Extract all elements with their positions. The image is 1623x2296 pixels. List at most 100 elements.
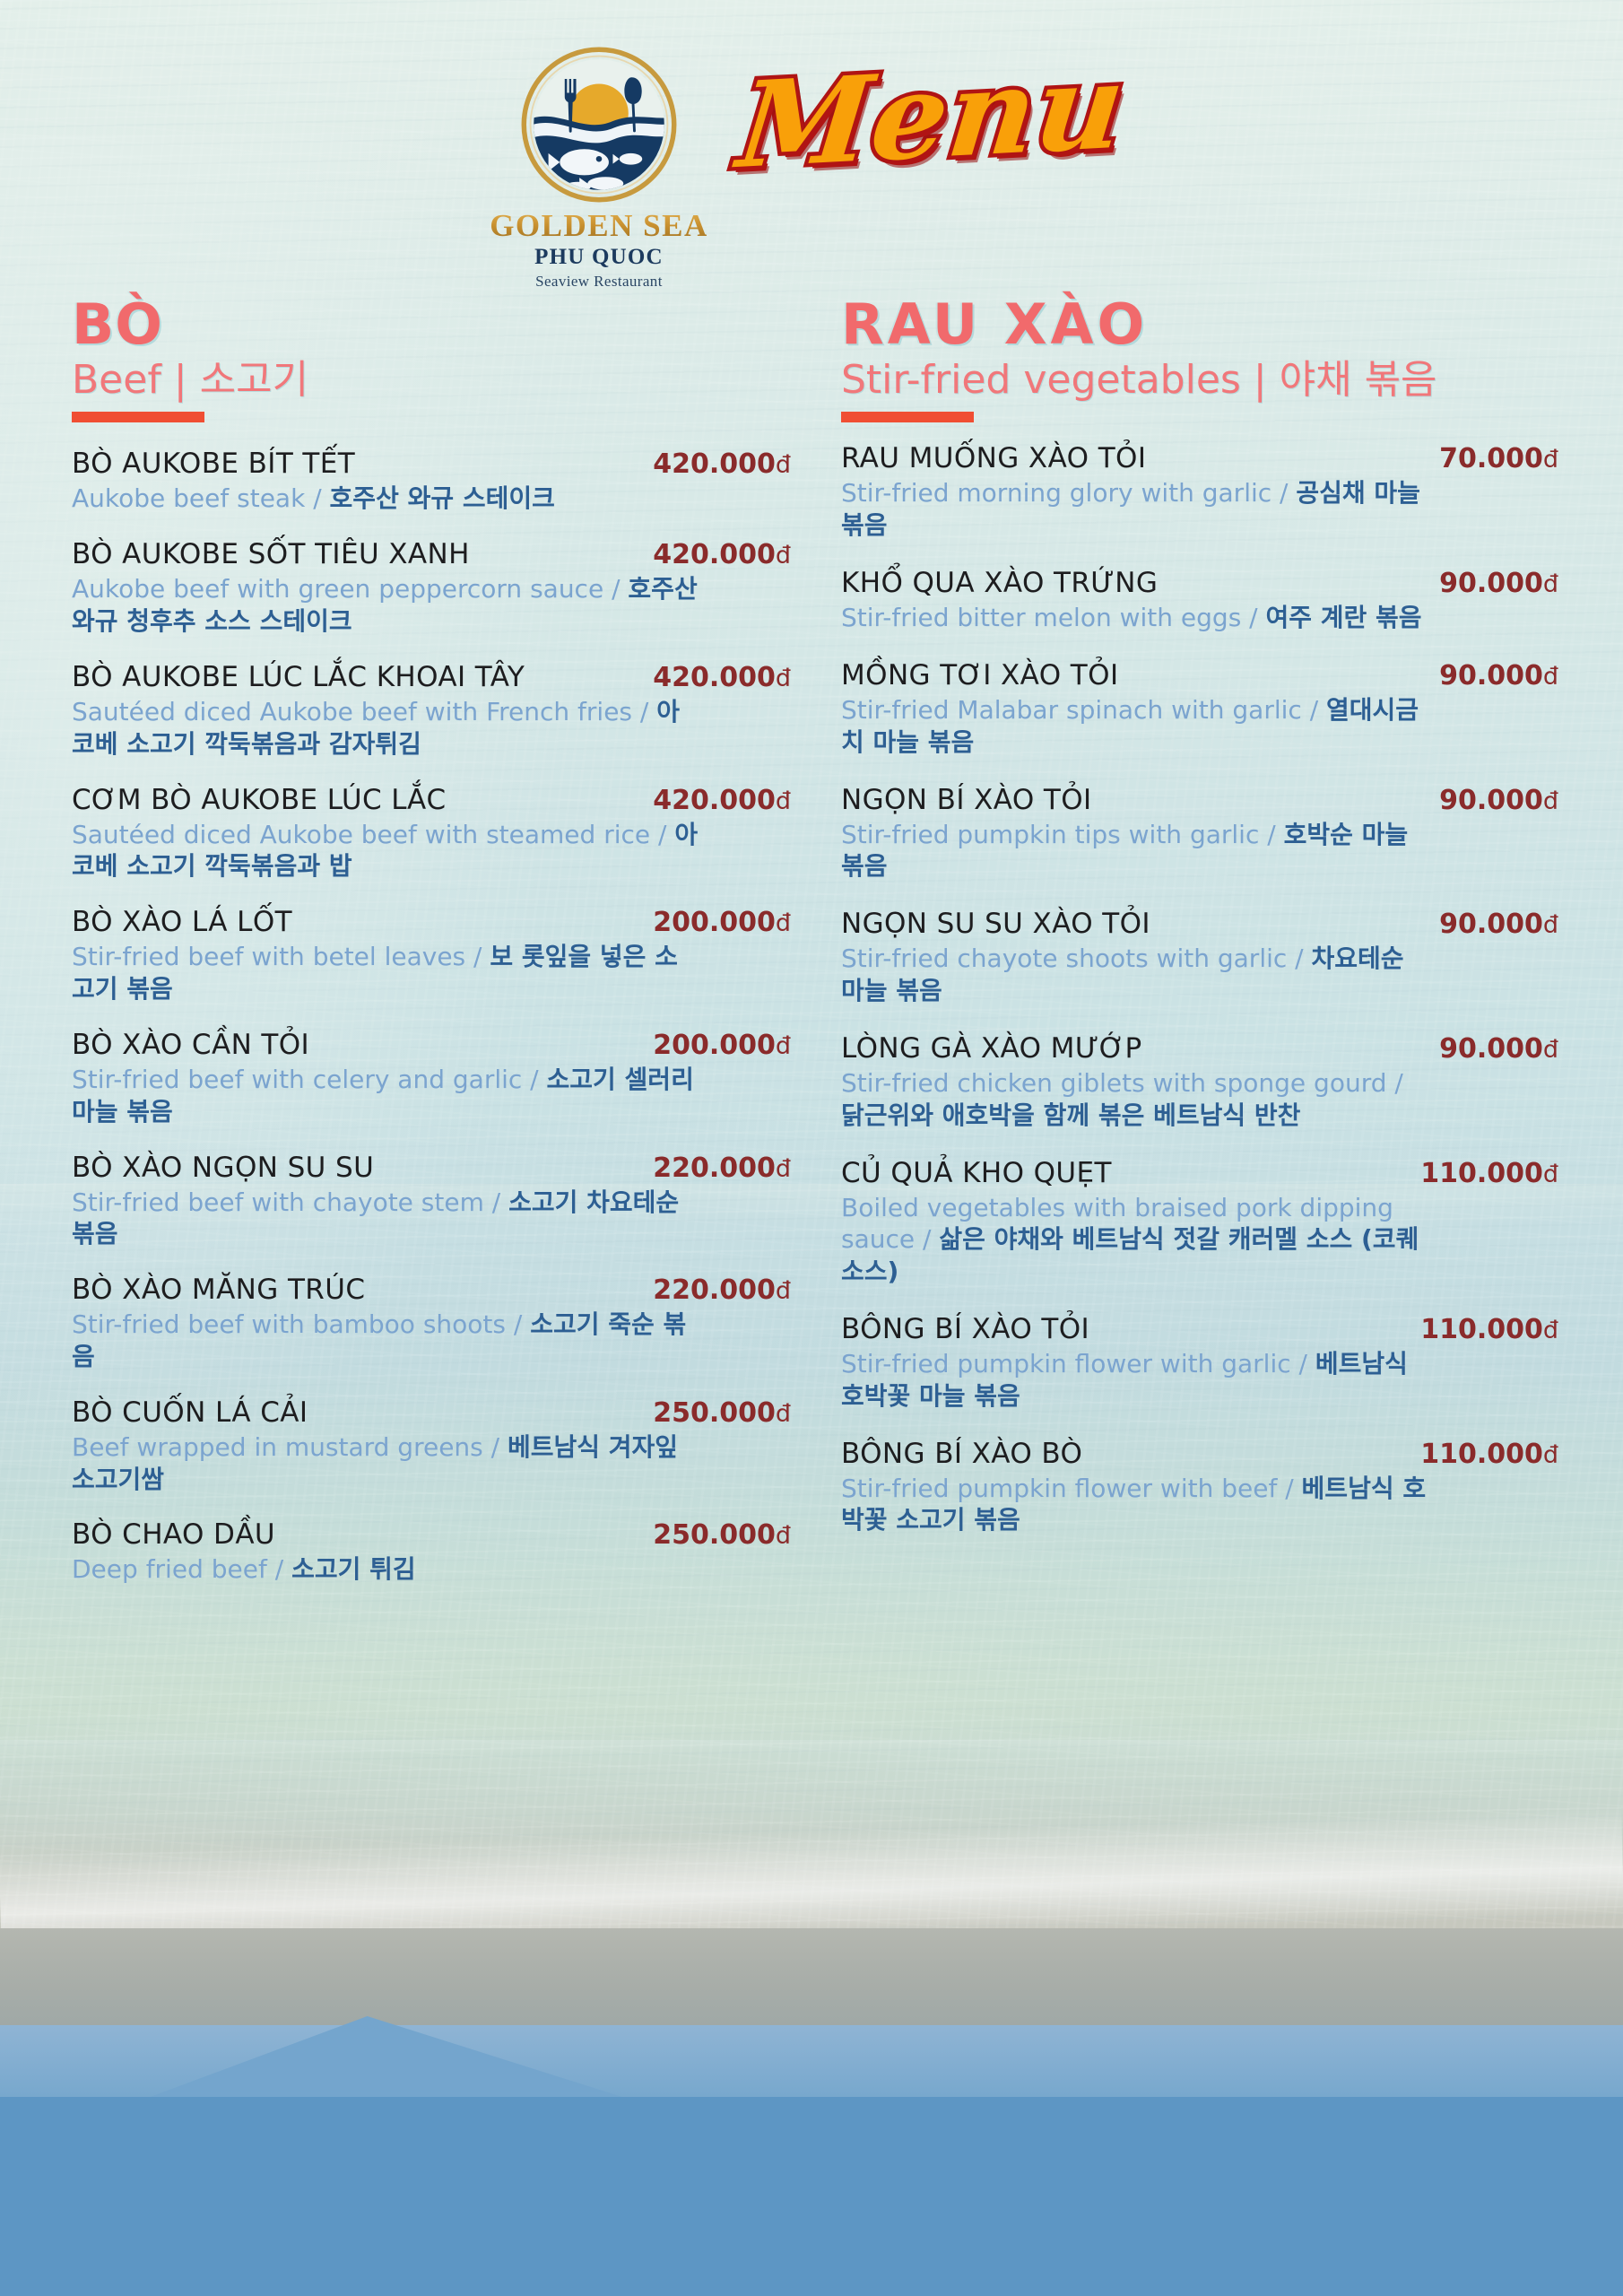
description-korean: 여주 계란 볶음: [1265, 603, 1422, 633]
description-english: Stir-fried Malabar spinach with garlic /: [841, 694, 1327, 725]
menu-item: BÒ AUKOBE LÚC LẮC KHOAI TÂY 420.000đ Sauté…: [72, 661, 791, 761]
menu-item: NGỌN BÍ XÀO TỎI 90.000đ Stir-fried pumpkin…: [841, 784, 1558, 883]
menu-item-name: CỦ QUẢ KHO QUẸT: [841, 1156, 1112, 1189]
menu-item-price: 420.000đ: [653, 662, 791, 693]
description-korean: 소고기 셀러리 마늘 볶음: [72, 1064, 694, 1126]
menu-item: BÒ XÀO LÁ LỐT 200.000đ Stir-fried beef wit…: [72, 906, 791, 1005]
menu-item-description: Stir-fried chicken giblets with sponge g…: [841, 1067, 1433, 1132]
price-value: 420.000: [653, 539, 776, 571]
menu-item-header: LÒNG GÀ XÀO MƯỚP 90.000đ: [841, 1032, 1558, 1065]
menu-column-bo: BÒ Beef | 소고기 BÒ AUKOBE BÍT TẾT 420.000đ A…: [72, 296, 791, 1609]
menu-item-description: Stir-fried beef with bamboo shoots / 소고기…: [72, 1309, 699, 1373]
description-korean: 호주산 와규 청후추 소스 스테이크: [72, 574, 698, 637]
menu-item: BÔNG BÍ XÀO TỎI 110.000đ Stir-fried pumpki…: [841, 1313, 1558, 1413]
menu-item-name: BÒ AUKOBE SỐT TIÊU XANH: [72, 538, 470, 571]
menu-item-name: BÒ XÀO CẦN TỎI: [72, 1028, 310, 1061]
currency-symbol: đ: [775, 451, 791, 480]
category-header-rau-xao: RAU XÀO Stir-fried vegetables | 야채 볶음: [841, 291, 1558, 423]
category-underline-bo: [72, 412, 204, 423]
menu-item-header: BÔNG BÍ XÀO BÒ 110.000đ: [841, 1438, 1558, 1470]
menu-item-price: 420.000đ: [653, 539, 791, 570]
description-english: Stir-fried beef with chayote stem /: [72, 1187, 509, 1217]
menu-item-description: Stir-fried bitter melon with eggs / 여주 계…: [841, 602, 1433, 634]
menu-item: CƠM BÒ AUKOBE LÚC LẮC 420.000đ Sautéed dic…: [72, 784, 791, 883]
menu-item-list-bo: BÒ AUKOBE BÍT TẾT 420.000đ Aukobe beef ste…: [72, 448, 791, 1586]
menu-column-rau-xao: RAU XÀO Stir-fried vegetables | 야채 볶음 RA…: [841, 296, 1558, 1609]
menu-item: MỒNG TƠI XÀO TỎI 90.000đ Stir-fried Malaba…: [841, 659, 1558, 759]
description-english: Deep fried beef /: [72, 1554, 292, 1585]
menu-item-price: 90.000đ: [1439, 1033, 1558, 1065]
menu-item-name: KHỔ QUA XÀO TRỨNG: [841, 567, 1159, 600]
currency-symbol: đ: [1542, 1035, 1558, 1064]
menu-item-price: 110.000đ: [1420, 1439, 1558, 1470]
description-korean: 호박순 마늘 볶음: [841, 819, 1409, 882]
menu-item-header: NGỌN BÍ XÀO TỎI 90.000đ: [841, 784, 1558, 816]
description-korean: 베트남식 호박꽃 소고기 볶음: [841, 1473, 1427, 1535]
menu-item-price: 70.000đ: [1439, 443, 1558, 474]
price-value: 110.000: [1420, 1313, 1543, 1345]
description-english: Stir-fried pumpkin tips with garlic /: [841, 819, 1284, 849]
menu-item-description: Stir-fried pumpkin flower with garlic / …: [841, 1348, 1433, 1413]
menu-item-description: Sautéed diced Aukobe beef with French fr…: [72, 696, 699, 761]
menu-item-price: 220.000đ: [653, 1274, 791, 1306]
currency-symbol: đ: [775, 1154, 791, 1183]
description-english: Stir-fried pumpkin flower with garlic /: [841, 1348, 1315, 1378]
menu-item-header: BÔNG BÍ XÀO TỎI 110.000đ: [841, 1313, 1558, 1345]
menu-item-price: 200.000đ: [653, 907, 791, 938]
menu-item-price: 420.000đ: [653, 448, 791, 480]
description-english: Stir-fried bitter melon with eggs /: [841, 603, 1266, 633]
price-value: 250.000: [653, 1519, 776, 1552]
description-english: Stir-fried beef with bamboo shoots /: [72, 1309, 531, 1340]
currency-symbol: đ: [775, 1522, 791, 1551]
menu-item-name: BÒ CHAO DẦU: [72, 1518, 276, 1552]
category-subtitle-rau-xao: Stir-fried vegetables | 야채 볶음: [841, 357, 1437, 404]
currency-symbol: đ: [1542, 1316, 1558, 1344]
menu-item: BÒ AUKOBE BÍT TẾT 420.000đ Aukobe beef ste…: [72, 448, 791, 515]
category-subtitle-bo: Beef | 소고기: [72, 357, 309, 404]
currency-symbol: đ: [1542, 1160, 1558, 1188]
price-value: 420.000: [653, 784, 776, 816]
menu-item-name: BÔNG BÍ XÀO TỎI: [841, 1312, 1090, 1345]
description-korean: 베트남식 호박꽃 마늘 볶음: [841, 1348, 1408, 1411]
description-korean: 공심채 마늘 볶음: [841, 478, 1420, 541]
menu-item-price: 90.000đ: [1439, 909, 1558, 940]
description-korean: 아코베 소고기 깍둑볶음과 밥: [72, 819, 699, 882]
restaurant-logo: GOLDEN SEA PHU QUOC Seaview Restaurant: [490, 43, 707, 291]
footer-color-band: [0, 2097, 1623, 2296]
menu-item-price: 250.000đ: [653, 1397, 791, 1429]
menu-item-description: Stir-fried beef with betel leaves / 보 롯잎…: [72, 941, 699, 1005]
currency-symbol: đ: [1542, 1440, 1558, 1469]
menu-item-description: Stir-fried pumpkin flower with beef / 베트…: [841, 1473, 1433, 1537]
menu-item: KHỔ QUA XÀO TRỨNG 90.000đ Stir-fried bitte…: [841, 567, 1558, 634]
golden-sea-emblem-icon: [521, 47, 677, 203]
menu-item-price: 110.000đ: [1420, 1314, 1558, 1345]
category-underline-rau-xao: [841, 412, 974, 423]
currency-symbol: đ: [1542, 570, 1558, 599]
menu-item-price: 200.000đ: [653, 1030, 791, 1061]
menu-item: LÒNG GÀ XÀO MƯỚP 90.000đ Stir-fried chicke…: [841, 1032, 1558, 1132]
menu-item: BÔNG BÍ XÀO BÒ 110.000đ Stir-fried pumpkin…: [841, 1438, 1558, 1537]
menu-item-description: Sautéed diced Aukobe beef with steamed r…: [72, 819, 699, 883]
brand-name-text: GOLDEN SEA: [490, 208, 708, 243]
menu-columns: BÒ Beef | 소고기 BÒ AUKOBE BÍT TẾT 420.000đ A…: [0, 296, 1623, 1609]
description-korean: 소고기 튀김: [291, 1554, 416, 1585]
menu-item-description: Stir-fried morning glory with garlic / 공…: [841, 477, 1433, 542]
menu-item-header: BÒ AUKOBE LÚC LẮC KHOAI TÂY 420.000đ: [72, 661, 791, 693]
menu-item-name: BÒ XÀO NGỌN SU SU: [72, 1151, 375, 1184]
currency-symbol: đ: [775, 1031, 791, 1060]
menu-item-header: MỒNG TƠI XÀO TỎI 90.000đ: [841, 659, 1558, 691]
menu-item-description: Beef wrapped in mustard greens / 베트남식 겨자…: [72, 1431, 699, 1496]
menu-item-price: 220.000đ: [653, 1152, 791, 1184]
menu-item: BÒ XÀO CẦN TỎI 200.000đ Stir-fried beef wi…: [72, 1029, 791, 1128]
currency-symbol: đ: [1542, 446, 1558, 474]
menu-header: GOLDEN SEA PHU QUOC Seaview Restaurant M…: [0, 32, 1623, 290]
category-title-rau-xao: RAU XÀO: [841, 291, 1149, 357]
menu-item-price: 250.000đ: [653, 1519, 791, 1551]
description-korean: 아코베 소고기 깍둑볶음과 감자튀김: [72, 696, 681, 759]
menu-item-description: Aukobe beef with green peppercorn sauce …: [72, 573, 699, 638]
menu-item-header: BÒ XÀO MĂNG TRÚC 220.000đ: [72, 1274, 791, 1306]
menu-item-header: BÒ XÀO CẦN TỎI 200.000đ: [72, 1029, 791, 1061]
description-english: Beef wrapped in mustard greens /: [72, 1431, 508, 1462]
price-value: 250.000: [653, 1396, 776, 1429]
